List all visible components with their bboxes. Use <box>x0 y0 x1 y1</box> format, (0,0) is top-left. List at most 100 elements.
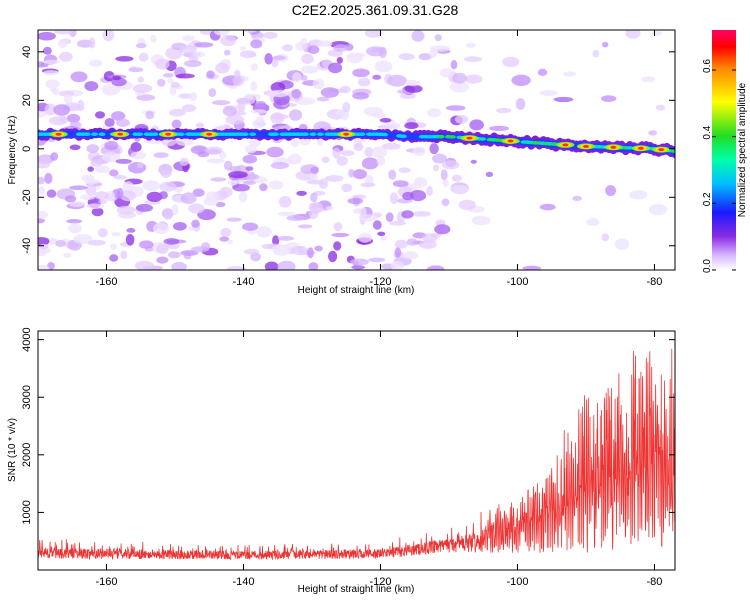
spectrogram-noise-blob <box>390 260 405 270</box>
spectrogram-noise-blob <box>167 78 174 84</box>
spectrogram-noise-blob <box>220 227 232 237</box>
spectrogram-noise-blob <box>55 240 66 247</box>
spectrogram-noise-blob <box>250 81 258 91</box>
spectrogram-noise-blob <box>38 247 47 257</box>
spectrogram-noise-blob <box>399 93 416 99</box>
colorbar: 0.0 0.2 0.4 0.6 Normalized spectral amplitu… <box>702 30 748 273</box>
spectrogram-noise-blob <box>44 172 53 184</box>
spectrogram-noise-blob <box>300 65 319 74</box>
spectrogram-noise-blob <box>223 124 231 129</box>
spectrogram-noise-blob <box>365 30 382 38</box>
spectrogram-band-inner <box>302 132 309 136</box>
snr-plot-area <box>38 348 675 561</box>
spectrogram-noise-blob <box>489 125 509 131</box>
spectrogram-noise-blob <box>84 81 99 92</box>
spectrogram-noise-blob <box>389 192 399 204</box>
spectrogram-noise-blob <box>418 53 432 61</box>
spectrogram-noise-blob <box>189 92 198 101</box>
spectrogram-noise-blob <box>368 257 386 263</box>
spectrogram-noise-blob <box>445 105 466 111</box>
spectrogram-noise-blob <box>179 45 197 54</box>
spectrogram-noise-blob <box>69 201 86 208</box>
spectrogram-noise-blob <box>382 142 401 150</box>
spectrogram-noise-blob <box>38 31 56 41</box>
spectrogram-noise-blob <box>401 210 414 219</box>
spectrogram-noise-blob <box>358 77 371 87</box>
spectrogram-x-tick-label: -160 <box>95 276 117 288</box>
spectrogram-noise-blob <box>48 116 68 126</box>
spectrogram-noise-blob <box>361 157 379 170</box>
spectrogram-noise-blob <box>372 74 382 80</box>
spectrogram-noise-blob <box>109 254 119 262</box>
spectrogram-band-hot-core <box>165 132 172 136</box>
spectrogram-noise-blob <box>182 35 195 42</box>
spectrogram-noise-blob <box>86 203 104 209</box>
spectrogram-noise-blob <box>450 59 458 70</box>
spectrogram-noise-blob <box>282 44 293 52</box>
spectrogram-noise-blob <box>352 169 367 180</box>
spectrogram-band-inner <box>98 132 106 136</box>
spectrogram-noise-blob <box>181 104 197 112</box>
spectrogram-noise-blob <box>336 56 343 64</box>
spectrogram-y-tick-label: 20 <box>21 94 33 106</box>
spectrogram-x-label: Height of straight line (km) <box>298 285 415 296</box>
spectrogram-noise-blob <box>219 151 227 160</box>
spectrogram-noise-blob <box>68 223 82 234</box>
spectrogram-noise-blob <box>77 99 85 112</box>
spectrogram-noise-blob <box>87 166 94 172</box>
spectrogram-noise-blob <box>126 228 136 233</box>
spectrogram-noise-blob <box>380 235 387 241</box>
spectrogram-noise-blob <box>112 75 122 81</box>
spectrogram-y-tick-label: 0 <box>21 146 33 152</box>
spectrogram-noise-blob <box>116 187 124 200</box>
spectrogram-noise-blob <box>385 212 394 223</box>
spectrogram-noise-blob <box>171 119 182 129</box>
spectrogram-noise-blob <box>434 34 442 42</box>
spectrogram-noise-blob <box>120 250 128 259</box>
spectrogram-noise-blob <box>66 219 82 224</box>
spectrogram-noise-blob <box>95 111 105 119</box>
spectrogram-noise-blob <box>270 112 285 124</box>
spectrogram-noise-blob <box>310 166 319 174</box>
spectrogram-noise-blob <box>171 262 187 270</box>
spectrogram-noise-blob <box>250 252 261 262</box>
spectrogram-noise-blob <box>155 58 170 70</box>
spectrogram-noise-blob <box>249 139 261 148</box>
spectrogram-noise-blob <box>156 256 169 264</box>
spectrogram-noise-blob <box>171 204 179 216</box>
spectrogram-noise-blob <box>97 228 108 238</box>
spectrogram-noise-blob <box>586 218 600 226</box>
spectrogram-noise-blob <box>452 72 467 84</box>
spectrogram-noise-blob <box>63 252 72 258</box>
spectrogram-noise-blob <box>464 74 483 84</box>
spectrogram-noise-blob <box>38 237 50 246</box>
spectrogram-noise-blob <box>102 152 121 163</box>
spectrogram-noise-blob <box>250 39 263 49</box>
spectrogram-band-inner <box>381 132 389 137</box>
spectrogram-signal-band <box>38 127 675 158</box>
spectrogram-noise-blob <box>255 116 265 127</box>
spectrogram-noise-blob <box>201 242 211 251</box>
spectrogram-noise-blob <box>511 74 531 87</box>
spectrogram-noise-blob <box>150 34 157 43</box>
spectrogram-band-hot-core <box>637 146 644 150</box>
spectrogram-noise-blob <box>53 104 70 116</box>
spectrogram-band-inner <box>317 132 324 136</box>
spectrogram-noise-blob <box>85 184 97 196</box>
spectrogram-noise-blob <box>158 191 168 200</box>
spectrogram-noise-blob <box>242 154 258 164</box>
spectrogram-noise-blob <box>308 209 319 220</box>
spectrogram-noise-blob <box>371 112 386 119</box>
spectrogram-noise-blob <box>94 191 109 200</box>
spectrogram-noise-blob <box>54 30 73 35</box>
snr-x-tick-label: -80 <box>646 576 662 588</box>
spectrogram-noise-blob <box>470 159 477 164</box>
spectrogram-noise-blob <box>243 173 260 180</box>
spectrogram-noise-blob <box>91 207 104 217</box>
spectrogram-noise-blob <box>429 143 439 155</box>
spectrogram-noise-blob <box>328 62 343 74</box>
spectrogram-noise-blob <box>224 49 231 56</box>
spectrogram-noise-blob <box>43 59 61 65</box>
spectrogram-noise-blob <box>427 265 445 270</box>
spectrogram-noise-blob <box>348 168 355 178</box>
